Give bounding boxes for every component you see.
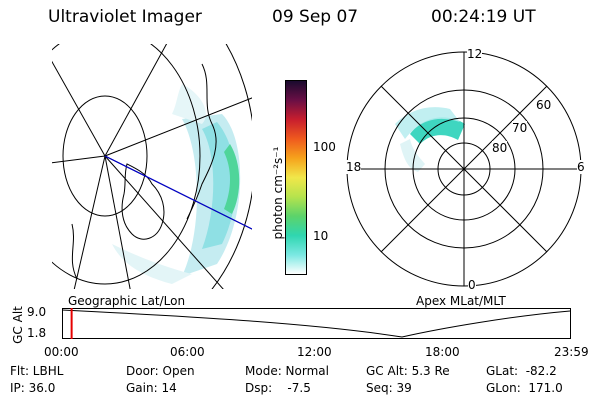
timeline-ytick-9: 9.0 [27, 305, 47, 319]
instrument-title: Ultraviolet Imager [48, 7, 202, 27]
status-seq: Seq: 39 [366, 381, 412, 395]
polar-aurora [395, 107, 465, 172]
mlat-label-70: 70 [512, 121, 528, 135]
status-glat: GLat: -82.2 [486, 364, 557, 378]
status-gain: Gain: 14 [126, 381, 177, 395]
status-ip: IP: 36.0 [10, 381, 56, 395]
status-glon: GLon: 171.0 [486, 381, 563, 395]
polar-plot-caption: Apex MLat/MLT [416, 294, 506, 308]
timeline-plot [62, 308, 571, 339]
colorbar [285, 80, 307, 275]
timeline-ytick-1.8: 1.8 [27, 326, 47, 340]
geographic-map [52, 44, 252, 289]
mlat-label-80: 80 [492, 141, 508, 155]
status-filter: Flt: LBHL [10, 364, 64, 378]
colorbar-unit-label: photon cm⁻²s⁻¹ [271, 146, 285, 240]
status-dsp: Dsp: -7.5 [245, 381, 311, 395]
mlat-label-60: 60 [536, 98, 552, 112]
status-door: Door: Open [126, 364, 195, 378]
date-label: 09 Sep 07 [272, 7, 359, 27]
mlt-label-18: 18 [346, 160, 362, 174]
timeline-xtick-0600: 06:00 [170, 345, 205, 359]
colorbar-tick-10: 10 [313, 229, 329, 243]
timeline-ylabel: GC Alt [11, 306, 25, 344]
time-label: 00:24:19 UT [431, 7, 536, 27]
colorbar-tick-100: 100 [313, 140, 336, 154]
timeline-xtick-1800: 18:00 [425, 345, 460, 359]
polar-plot [346, 51, 582, 287]
mlt-label-6: 6 [577, 160, 585, 174]
mlt-label-0: 0 [468, 278, 476, 292]
timeline-xtick-1200: 12:00 [297, 345, 332, 359]
mlt-label-12: 12 [467, 47, 483, 61]
status-mode: Mode: Normal [245, 364, 329, 378]
timeline-xtick-2359: 23:59 [554, 345, 589, 359]
status-gc-alt: GC Alt: 5.3 Re [366, 364, 450, 378]
geo-map-caption: Geographic Lat/Lon [68, 294, 186, 308]
timeline-xtick-0000: 00:00 [44, 345, 79, 359]
aurora-emission [112, 84, 241, 284]
